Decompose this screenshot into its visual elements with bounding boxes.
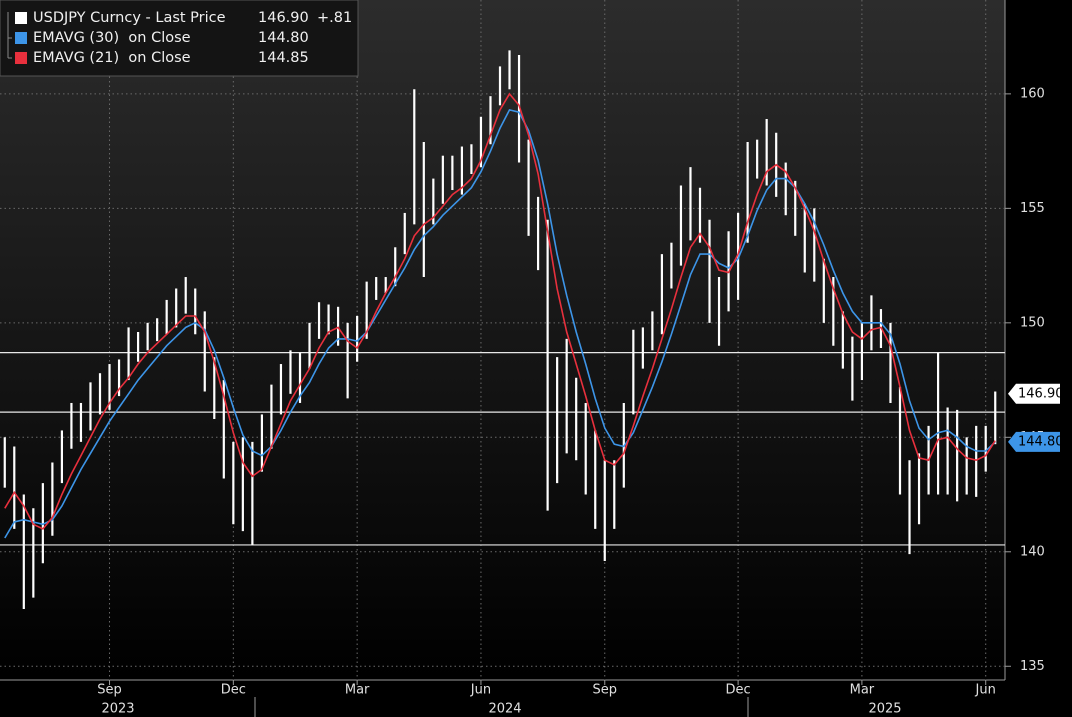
legend-swatch [15, 32, 27, 44]
last-value-label: 146.90 [1018, 386, 1064, 401]
legend-box [0, 0, 359, 77]
x-tick-label: Mar [850, 683, 875, 698]
x-tick-label: Sep [593, 683, 618, 698]
x-tick-label: Jun [975, 683, 996, 698]
legend-swatch [15, 52, 27, 64]
y-tick-label: 135 [1020, 659, 1045, 674]
last-value-tag [1008, 431, 1060, 452]
last-value-tag [1008, 383, 1060, 404]
plot-background [0, 0, 1005, 680]
y-tick-label: 150 [1020, 315, 1045, 330]
legend-label: EMAVG (21) on Close [33, 50, 191, 66]
x-axis-band [0, 680, 1072, 717]
x-tick-label: Sep [97, 683, 122, 698]
legend: USDJPY Curncy - Last Price 146.90 +.81 EMAV… [0, 0, 359, 77]
year-label: 2024 [488, 702, 521, 717]
legend-change: +.81 [317, 10, 352, 26]
legend-swatch [15, 12, 27, 24]
year-label: 2023 [101, 702, 134, 717]
ema-line [4, 92, 996, 530]
x-tick-label: Mar [345, 683, 370, 698]
x-tick-label: Dec [726, 683, 751, 698]
legend-value: 144.85 [258, 50, 309, 66]
year-label: 2025 [868, 702, 901, 717]
x-tick-label: Dec [221, 683, 246, 698]
y-tick-label: 140 [1020, 544, 1045, 559]
ema-line [4, 108, 996, 539]
y-tick-label: 155 [1020, 201, 1045, 216]
legend-label: EMAVG (30) on Close [33, 30, 191, 46]
last-value-label: 144.80 [1018, 434, 1064, 449]
legend-value: 146.90 [258, 10, 309, 26]
x-tick-label: Jun [470, 683, 491, 698]
y-tick-label: 160 [1020, 86, 1045, 101]
legend-label: USDJPY Curncy - Last Price [33, 10, 226, 26]
legend-value: 144.80 [258, 30, 309, 46]
